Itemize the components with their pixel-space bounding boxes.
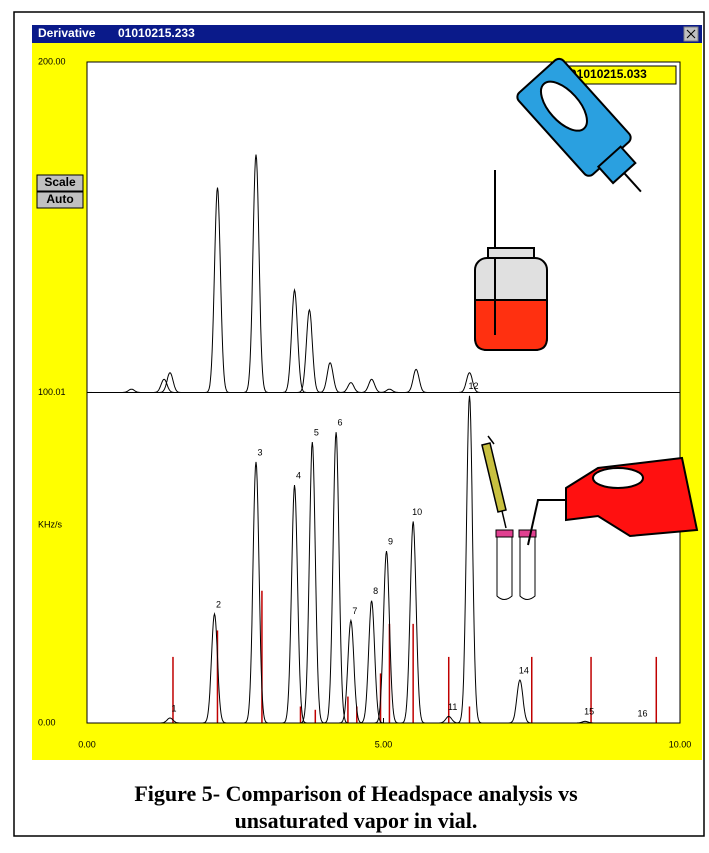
caption: Figure 5- Comparison of Headspace analys… [134, 781, 578, 806]
peak-label: 8 [373, 586, 378, 596]
y-tick-label: 100.01 [38, 387, 66, 397]
peak-label: 11 [448, 702, 457, 712]
peak-label: 2 [216, 599, 221, 609]
file-name: 01010215.233 [118, 26, 195, 40]
y-tick-label: 0.00 [38, 717, 56, 727]
y-axis-label: KHz/s [38, 519, 63, 529]
peak-label: 5 [314, 427, 319, 437]
auto-label: Auto [46, 192, 73, 206]
peak-label: 6 [338, 418, 343, 428]
x-tick-label: 10.00 [669, 739, 692, 749]
scale-label: Scale [44, 175, 76, 189]
x-tick-label: 5.00 [375, 739, 393, 749]
peak-label: 4 [296, 470, 301, 480]
vial [475, 248, 547, 350]
peak-label: 12 [468, 381, 478, 391]
peak-label: 9 [388, 537, 393, 547]
window-title: Derivative [38, 26, 96, 40]
peak-label: 7 [352, 606, 357, 616]
peak-label: 16 [637, 708, 647, 718]
peak-label: 3 [257, 447, 262, 457]
page: Derivative 01010215.233 Scale Auto KHz/s… [0, 0, 709, 853]
caption: unsaturated vapor in vial. [235, 808, 478, 833]
reference-file: 01010215.033 [570, 67, 647, 81]
peak-label: 14 [519, 665, 529, 675]
chart: Derivative 01010215.233 Scale Auto KHz/s… [0, 0, 709, 848]
peak-label: 15 [584, 707, 594, 717]
y-tick-label: 200.00 [38, 56, 66, 66]
peak-label: 1 [172, 703, 177, 713]
peak-label: 10 [412, 507, 422, 517]
x-tick-label: 0.00 [78, 739, 96, 749]
